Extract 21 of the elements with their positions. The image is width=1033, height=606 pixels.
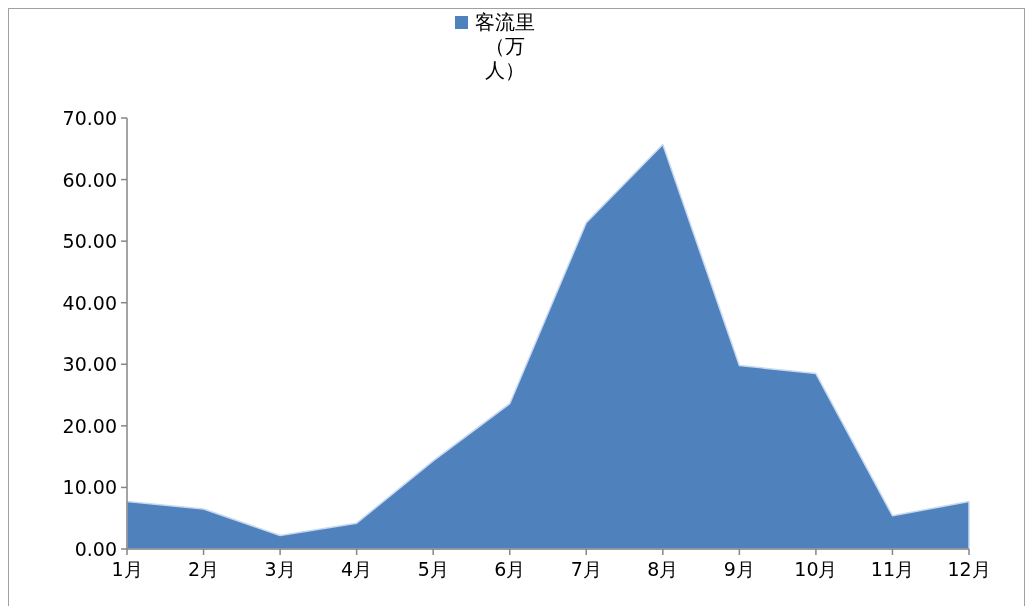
x-tick-label: 8月 <box>647 558 679 580</box>
y-tick-label: 50.00 <box>62 230 117 253</box>
x-tick-label: 5月 <box>417 558 449 580</box>
x-tick-label: 9月 <box>723 558 755 580</box>
y-tick-label: 70.00 <box>62 107 117 129</box>
y-tick-label: 30.00 <box>62 353 117 376</box>
y-tick-label: 0.00 <box>74 538 117 560</box>
x-tick-label: 12月 <box>947 558 991 580</box>
y-tick-label: 20.00 <box>62 414 117 437</box>
x-tick-label: 6月 <box>494 558 526 580</box>
x-tick-label: 11月 <box>870 558 915 580</box>
x-tick-label: 3月 <box>264 558 296 580</box>
legend-label: 客流里（万人） <box>474 10 536 82</box>
x-tick-label: 4月 <box>341 558 373 580</box>
x-tick-label: 1月 <box>111 558 143 580</box>
x-tick-label: 7月 <box>570 558 602 580</box>
y-tick-label: 10.00 <box>62 476 117 499</box>
x-tick-label: 2月 <box>188 558 220 580</box>
y-tick-label: 60.00 <box>62 168 117 191</box>
x-tick-label: 10月 <box>794 558 838 580</box>
y-tick-label: 40.00 <box>62 291 117 314</box>
